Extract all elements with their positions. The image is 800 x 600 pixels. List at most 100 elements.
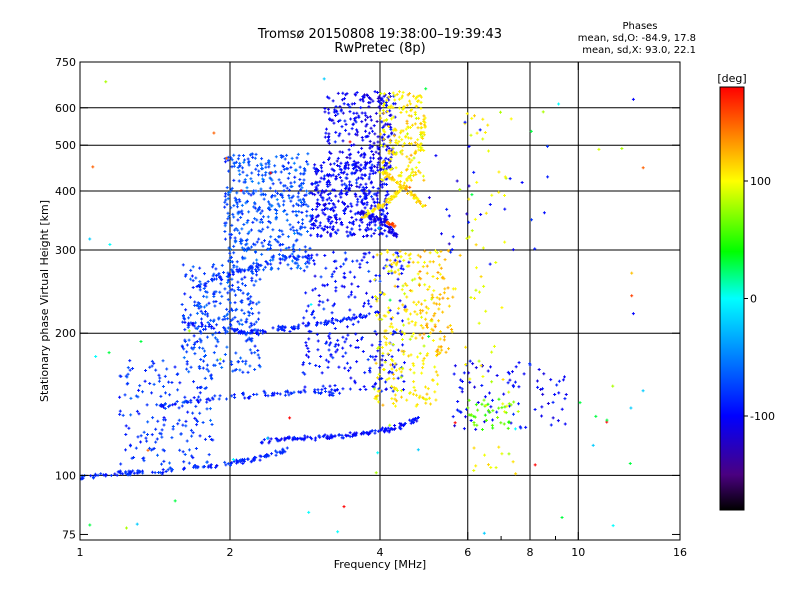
data-point (378, 208, 382, 212)
data-point (354, 120, 358, 124)
data-point (349, 152, 353, 156)
trace-point (299, 437, 303, 441)
data-point (392, 152, 396, 156)
data-point (225, 307, 229, 311)
data-point (545, 144, 549, 148)
data-point (472, 296, 476, 300)
data-point (464, 362, 468, 366)
data-point (506, 381, 510, 385)
data-point (403, 292, 407, 296)
data-point (389, 104, 393, 108)
data-point (223, 353, 227, 357)
data-point (129, 413, 133, 417)
isolated-point (630, 294, 634, 298)
data-point (232, 215, 236, 219)
data-point (300, 211, 304, 215)
data-point (235, 260, 239, 264)
data-point (367, 192, 371, 196)
data-point (367, 302, 371, 306)
data-point (385, 206, 389, 210)
data-point (467, 197, 471, 201)
data-point (418, 171, 422, 175)
data-point (180, 303, 184, 307)
data-point (430, 293, 434, 297)
data-point (320, 208, 324, 212)
data-point (406, 164, 410, 168)
data-point (343, 187, 347, 191)
data-point (413, 323, 417, 327)
trace-point (277, 324, 281, 328)
data-point (269, 243, 273, 247)
data-point (362, 96, 366, 100)
data-point (407, 264, 411, 268)
data-point (319, 275, 323, 279)
trace-point (215, 463, 219, 467)
data-point (323, 135, 327, 139)
data-point (481, 137, 485, 141)
data-point (465, 112, 469, 116)
data-point (236, 320, 240, 324)
data-point (227, 169, 231, 173)
data-point (320, 166, 324, 170)
data-point (404, 135, 408, 139)
data-point (370, 149, 374, 153)
data-point (325, 95, 329, 99)
data-point (333, 230, 337, 234)
trace-point (365, 214, 369, 218)
data-point (332, 162, 336, 166)
data-point (399, 255, 403, 259)
data-point (380, 143, 384, 147)
scattered-point (269, 171, 273, 175)
x-tick-label: 6 (464, 546, 471, 559)
data-point (463, 415, 467, 419)
data-point (386, 123, 390, 127)
data-point (389, 363, 393, 367)
data-point (400, 395, 404, 399)
data-point (257, 207, 261, 211)
data-point (392, 365, 396, 369)
x-tick-label: 8 (527, 546, 534, 559)
data-point (396, 285, 400, 289)
data-point (281, 232, 285, 236)
data-point (490, 350, 494, 354)
data-point (320, 226, 324, 230)
data-point (480, 427, 484, 431)
data-point (405, 398, 409, 402)
data-point (376, 400, 380, 404)
scattered-point (560, 516, 564, 520)
data-point (503, 207, 507, 211)
data-point (427, 396, 431, 400)
trace-point (387, 225, 391, 229)
chart-subtitle: RwPretec (8p) (334, 41, 426, 56)
data-point (468, 377, 472, 381)
data-point (229, 236, 233, 240)
trace-point (243, 396, 247, 400)
trace-point (388, 228, 392, 232)
data-point (324, 189, 328, 193)
data-point (348, 308, 352, 312)
data-point (282, 209, 286, 213)
data-point (306, 162, 310, 166)
trace-point (419, 146, 423, 150)
data-point (338, 105, 342, 109)
data-point (241, 166, 245, 170)
data-point (352, 111, 356, 115)
data-point (412, 364, 416, 368)
trace-point (359, 313, 363, 317)
data-point (542, 372, 546, 376)
data-point (431, 338, 435, 342)
data-point (497, 397, 501, 401)
data-point (228, 251, 232, 255)
data-point (367, 269, 371, 273)
data-point (241, 170, 245, 174)
data-point (271, 228, 275, 232)
data-point (191, 347, 195, 351)
data-point (419, 277, 423, 281)
trace-point (376, 429, 380, 433)
data-point (171, 427, 175, 431)
data-point (340, 125, 344, 129)
data-point (221, 318, 225, 322)
scattered-point (372, 387, 376, 391)
data-point (369, 159, 373, 163)
data-point (150, 359, 154, 363)
